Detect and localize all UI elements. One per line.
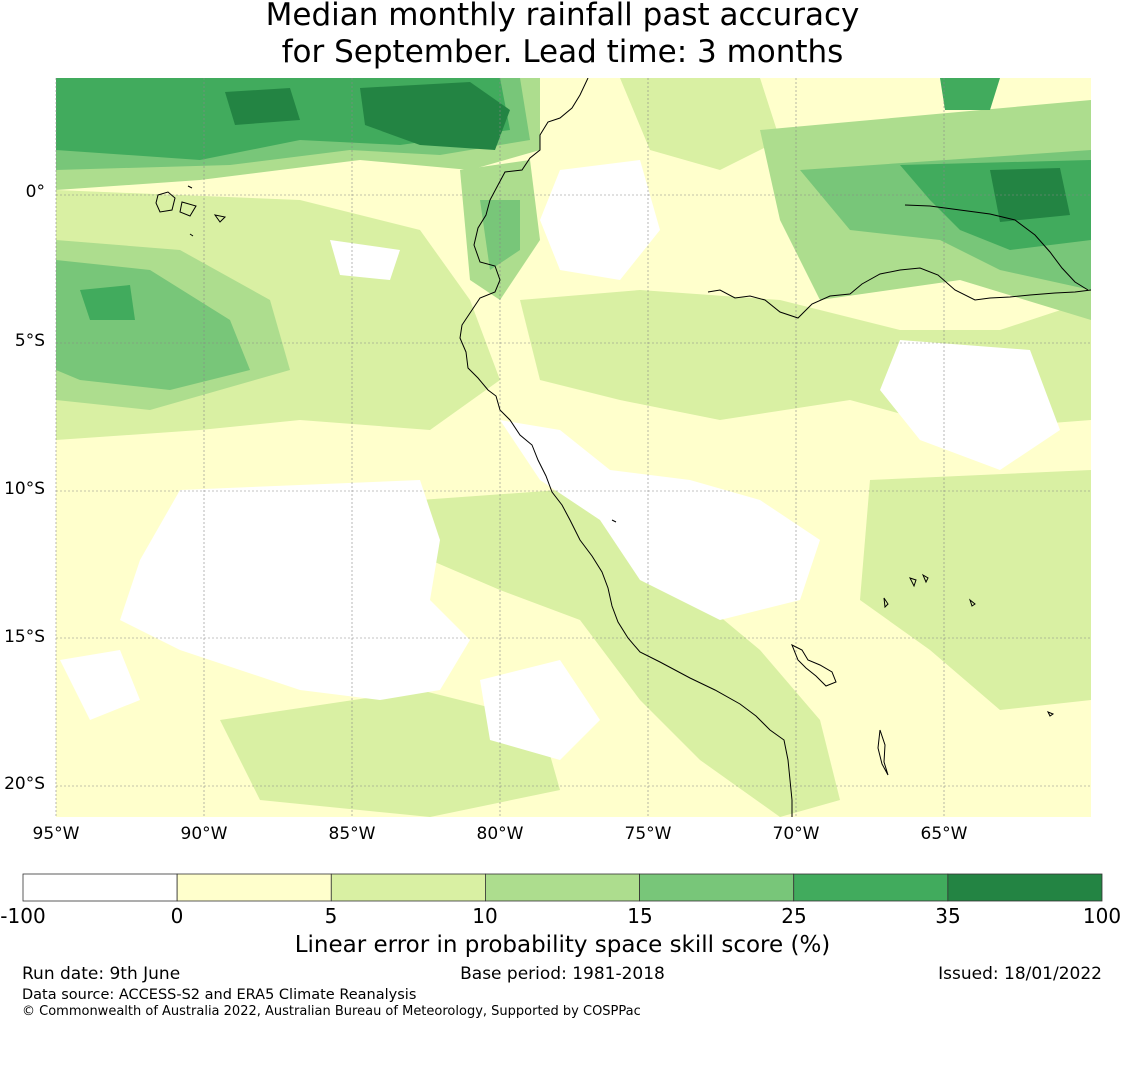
- colorbar-tick-label: 15: [627, 904, 653, 928]
- lake-titicaca: [791, 643, 837, 687]
- field-region: [500, 420, 820, 620]
- field-region: [360, 82, 510, 150]
- lat-label: 10°S: [4, 479, 45, 499]
- lon-label: 85°W: [328, 824, 376, 844]
- colorbar-swatch: [639, 873, 795, 902]
- colorbar-tick-label: 35: [935, 904, 961, 928]
- field-region: [220, 690, 560, 817]
- field-region: [330, 240, 400, 280]
- lon-label: 95°W: [32, 824, 80, 844]
- field-region: [60, 650, 140, 720]
- run-date: Run date: 9th June: [22, 964, 181, 984]
- field-region: [480, 660, 600, 760]
- galapagos-islands: [155, 185, 227, 237]
- colorbar-swatch: [947, 873, 1103, 902]
- rio-negro: [904, 204, 1089, 291]
- lat-label: 20°S: [4, 774, 45, 794]
- colorbar-title: Linear error in probability space skill …: [294, 932, 831, 958]
- colorbar: [22, 873, 1103, 902]
- field-region: [540, 160, 660, 280]
- colorbar-tick-label: -100: [0, 904, 46, 928]
- lat-label: 0°: [25, 182, 45, 202]
- colorbar-tick-label: 5: [324, 904, 338, 928]
- colorbar-swatch: [485, 873, 640, 902]
- copyright: © Commonwealth of Australia 2022, Austra…: [22, 1004, 641, 1019]
- colorbar-swatch: [22, 873, 178, 902]
- south-america-coastline: [459, 78, 793, 817]
- colorbar-tick-label: 0: [170, 904, 184, 928]
- gridlines: [55, 78, 1091, 817]
- colorbar-swatch: [176, 873, 332, 902]
- colorbar-tick-label: 100: [1082, 904, 1122, 928]
- colorbar-swatch: [793, 873, 949, 902]
- lat-label: 15°S: [4, 627, 45, 647]
- colorbar-swatch: [330, 873, 486, 902]
- field-region: [80, 285, 135, 320]
- field-region: [860, 470, 1091, 710]
- field-region: [120, 480, 470, 700]
- map-title-line-1: Median monthly rainfall past accuracy: [265, 0, 860, 33]
- base-period: Base period: 1981-2018: [460, 964, 665, 984]
- lat-label: 5°S: [14, 331, 45, 351]
- issued-date: Issued: 18/01/2022: [938, 964, 1102, 984]
- field-region: [225, 88, 300, 125]
- coastlines: [155, 78, 1091, 817]
- field-region: [420, 490, 840, 817]
- lon-label: 65°W: [920, 824, 968, 844]
- lon-label: 90°W: [180, 824, 228, 844]
- small-lake: [611, 519, 1055, 717]
- colorbar-tick-label: 10: [472, 904, 498, 928]
- data-source: Data source: ACCESS-S2 and ERA5 Climate …: [22, 987, 417, 1003]
- lon-label: 70°W: [772, 824, 820, 844]
- lon-label: 75°W: [624, 824, 672, 844]
- field-region: [880, 340, 1060, 470]
- field-region: [620, 78, 780, 170]
- map-title-line-2: for September. Lead time: 3 months: [281, 34, 844, 70]
- colorbar-tick-label: 25: [781, 904, 807, 928]
- amazon-river: [707, 267, 1091, 319]
- small-lake: [877, 729, 889, 776]
- skill-field: [56, 78, 1091, 817]
- field-region: [940, 78, 1000, 110]
- lon-label: 80°W: [476, 824, 524, 844]
